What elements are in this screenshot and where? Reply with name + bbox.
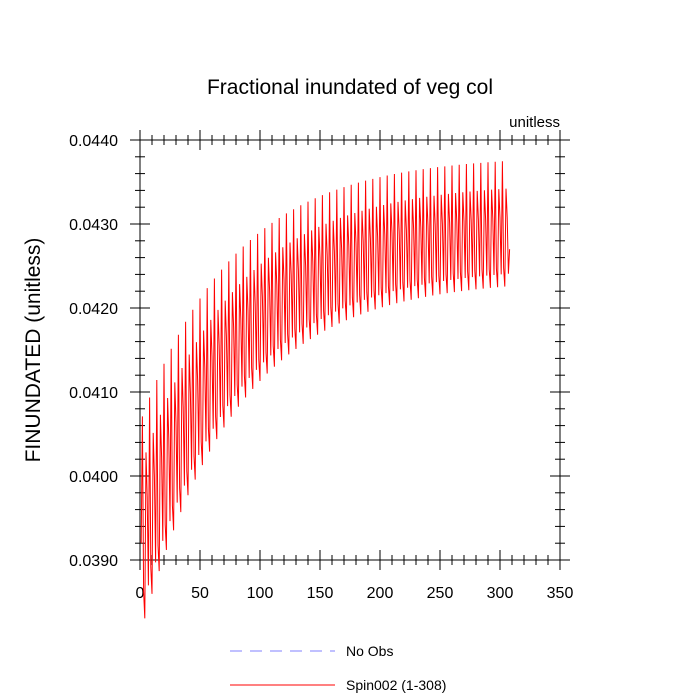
y-tick-label: 0.0440 (69, 133, 118, 150)
x-tick-label: 250 (427, 585, 454, 602)
x-tick-labels: 0 50 100 150 200 250 300 350 (136, 585, 574, 602)
plot-area: 0 50 100 150 200 250 300 350 0.0390 0.0400 0.0410… (69, 130, 574, 619)
plot-frame (139, 139, 561, 561)
y-tick-label: 0.0400 (69, 469, 118, 486)
y-tick-label: 0.0420 (69, 301, 118, 318)
y-axis-label: FINUNDATED (unitless) (22, 238, 45, 463)
x-tick-label: 100 (247, 585, 274, 602)
y-tick-labels: 0.0390 0.0400 0.0410 0.0420 0.0430 0.0440 (69, 133, 118, 570)
legend: No Obs Spin002 (1-308) (230, 643, 446, 693)
units-label: unitless (509, 114, 560, 131)
x-tick-label: 200 (367, 585, 394, 602)
y-tick-label: 0.0410 (69, 385, 118, 402)
chart-title: Fractional inundated of veg col (207, 76, 493, 99)
series-line-spin002-1-308 (140, 161, 511, 619)
x-tick-label: 350 (547, 585, 574, 602)
series-layer (140, 161, 511, 619)
axis-ticks (130, 130, 570, 570)
y-tick-label: 0.0430 (69, 217, 118, 234)
x-tick-label: 50 (191, 585, 209, 602)
y-tick-label: 0.0390 (69, 553, 118, 570)
x-tick-label: 150 (307, 585, 334, 602)
legend-label-no-obs: No Obs (346, 643, 393, 659)
x-tick-label: 0 (136, 585, 145, 602)
x-tick-label: 300 (487, 585, 514, 602)
legend-label-spin002: Spin002 (1-308) (346, 677, 446, 693)
